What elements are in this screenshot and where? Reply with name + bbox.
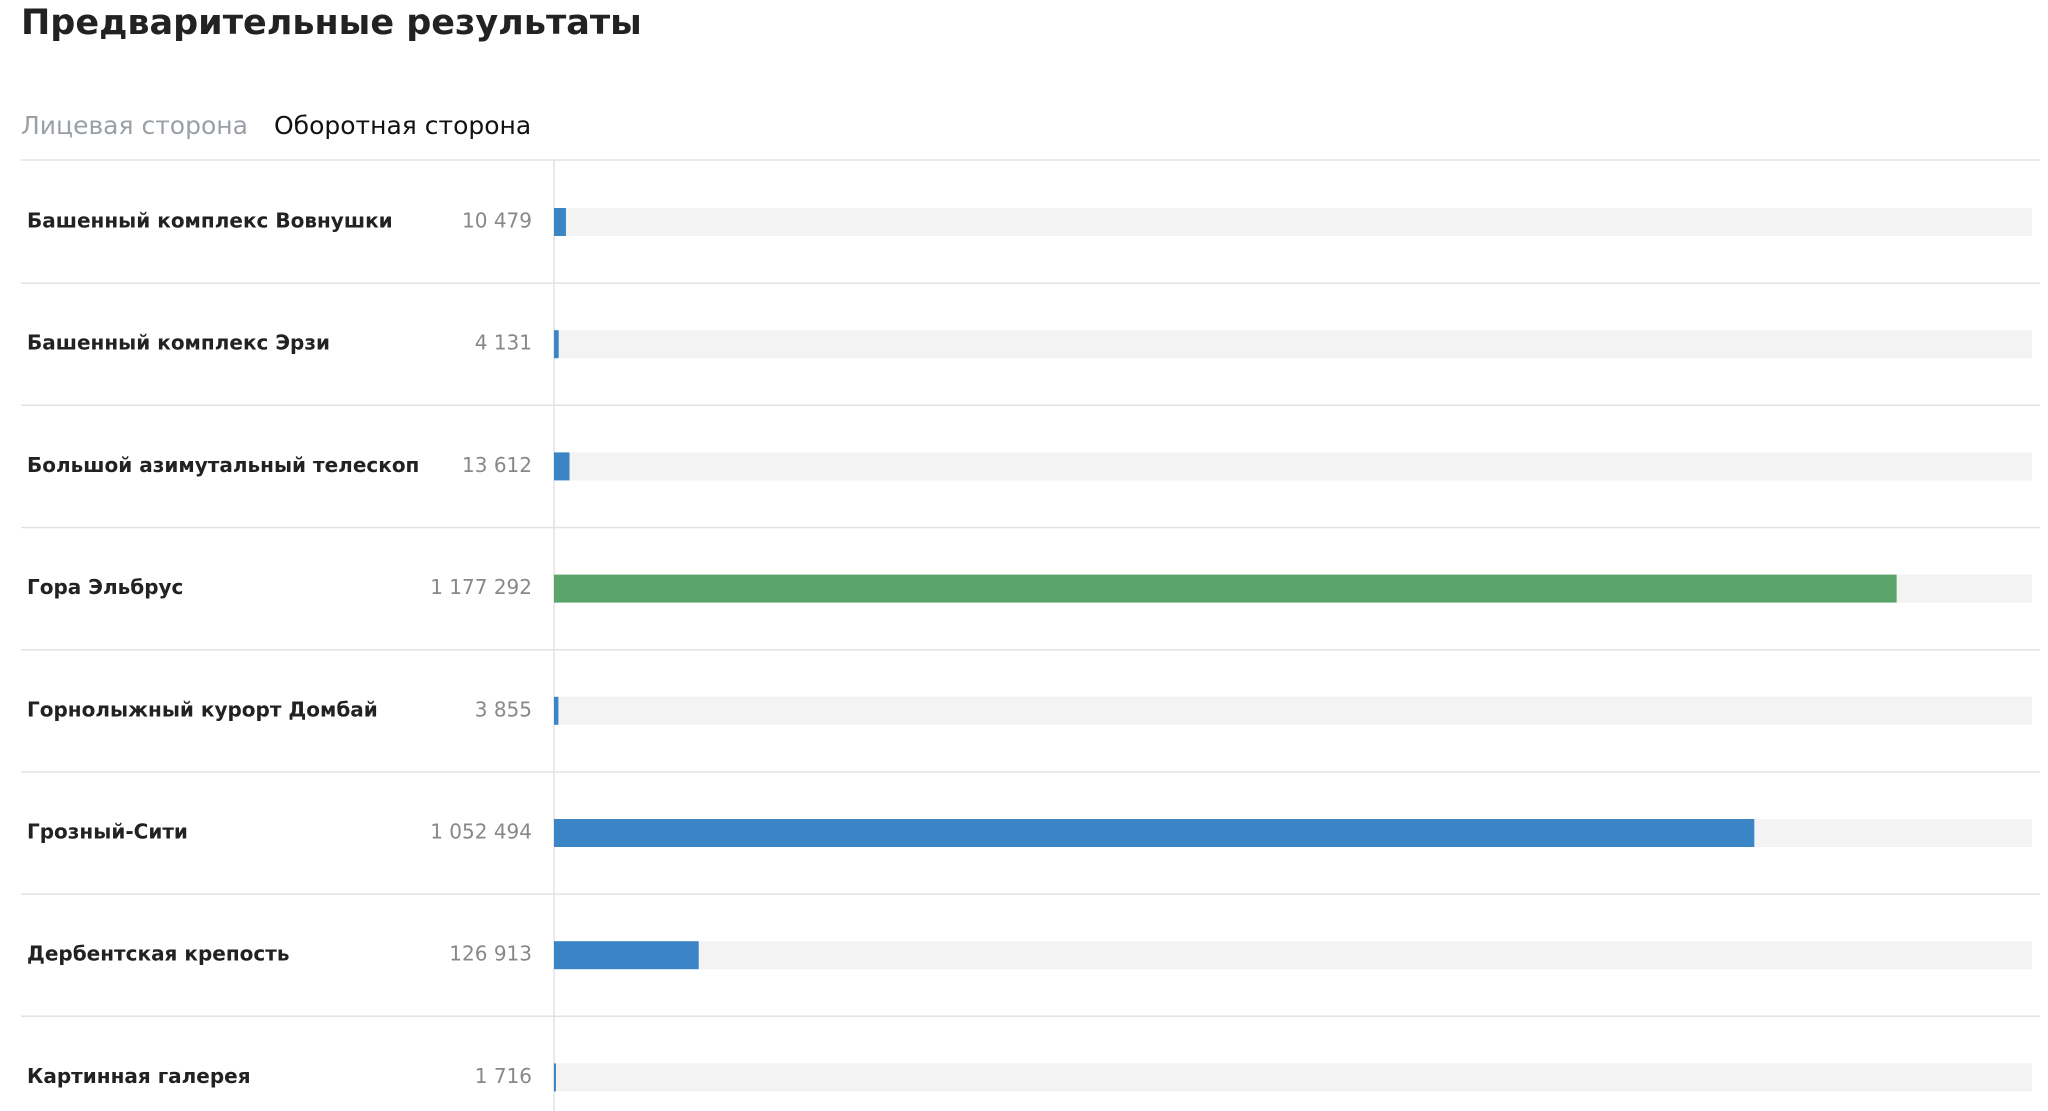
bar-track	[554, 941, 2032, 970]
bar	[554, 452, 570, 481]
category-label: Башенный комплекс Эрзи	[27, 331, 330, 355]
bar-track	[554, 452, 2032, 481]
category-label: Горнолыжный курорт Домбай	[27, 697, 378, 721]
value-label: 3 855	[475, 697, 532, 721]
bar	[554, 819, 1755, 847]
category-label: Большой азимутальный телескоп	[27, 453, 419, 477]
bar-track	[554, 208, 2032, 236]
bar-track	[554, 1063, 2032, 1092]
value-label: 1 052 494	[430, 820, 532, 844]
value-label: 10 479	[462, 209, 532, 233]
category-label: Дербентская крепость	[27, 942, 289, 966]
bar	[554, 574, 1897, 603]
bar	[554, 696, 559, 725]
category-label: Гора Эльбрус	[27, 575, 183, 599]
value-label: 126 913	[449, 942, 532, 966]
tab[interactable]: Лицевая сторона	[21, 111, 248, 140]
value-label: 4 131	[475, 331, 532, 355]
bar	[554, 208, 566, 236]
value-label: 1 716	[475, 1064, 532, 1088]
category-label: Башенный комплекс Вовнушки	[27, 209, 393, 233]
category-label: Картинная галерея	[27, 1064, 251, 1088]
bar	[554, 941, 699, 970]
category-label: Грозный-Сити	[27, 820, 188, 844]
tab-active[interactable]: Оборотная сторона	[274, 111, 531, 140]
value-label: 1 177 292	[430, 575, 532, 599]
bar-track	[554, 696, 2032, 725]
bar	[554, 1063, 556, 1092]
bar	[554, 330, 559, 359]
bar-track	[554, 330, 2032, 359]
value-label: 13 612	[462, 453, 532, 477]
page-title: Предварительные результаты	[21, 3, 642, 43]
